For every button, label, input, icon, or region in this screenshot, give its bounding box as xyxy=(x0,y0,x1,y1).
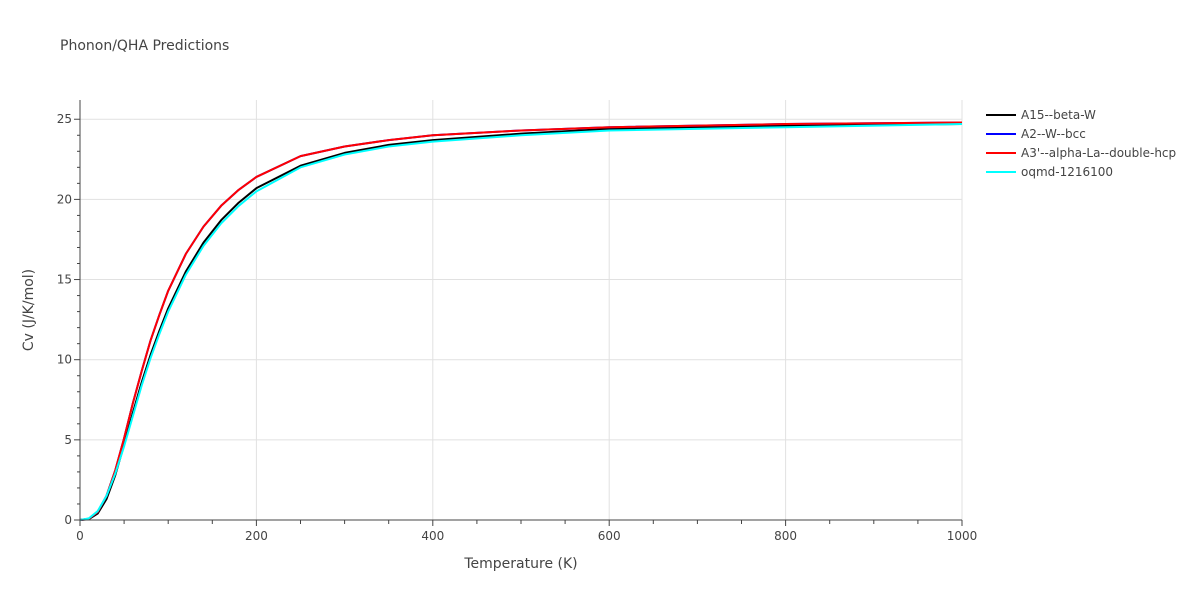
x-tick-label: 800 xyxy=(774,529,797,543)
legend-item[interactable]: A3'--alpha-La--double-hcp xyxy=(986,146,1176,160)
grid xyxy=(80,100,963,520)
legend-label: A3'--alpha-La--double-hcp xyxy=(1021,146,1176,160)
y-tick-label: 5 xyxy=(64,433,72,447)
tick-labels: 0 200 400 600 800 1000 0 5 10 15 20 25 xyxy=(57,112,978,543)
series-lines xyxy=(79,121,963,521)
y-tick-label: 25 xyxy=(57,112,72,126)
legend[interactable]: A15--beta-W A2--W--bcc A3'--alpha-La--doub… xyxy=(986,108,1176,179)
x-tick-label: 400 xyxy=(421,529,444,543)
y-tick-label: 0 xyxy=(64,513,72,527)
y-tick-label: 10 xyxy=(57,353,72,367)
series-line-0[interactable] xyxy=(79,123,963,521)
legend-label: A2--W--bcc xyxy=(1021,127,1086,141)
legend-item[interactable]: A2--W--bcc xyxy=(986,127,1086,141)
legend-label: oqmd-1216100 xyxy=(1021,165,1113,179)
series-line-1[interactable] xyxy=(79,121,963,521)
axes xyxy=(74,100,963,526)
chart-title: Phonon/QHA Predictions xyxy=(60,38,229,54)
legend-item[interactable]: oqmd-1216100 xyxy=(986,165,1113,179)
x-tick-label: 0 xyxy=(76,529,84,543)
y-axis-label: Cv (J/K/mol) xyxy=(21,269,37,351)
x-tick-label: 200 xyxy=(245,529,268,543)
x-tick-label: 1000 xyxy=(947,529,978,543)
series-line-3[interactable] xyxy=(79,123,963,521)
legend-item[interactable]: A15--beta-W xyxy=(986,108,1096,122)
x-tick-label: 600 xyxy=(598,529,621,543)
y-tick-label: 15 xyxy=(57,273,72,287)
y-tick-label: 20 xyxy=(57,192,72,206)
series-line-2[interactable] xyxy=(79,121,963,521)
x-axis-label: Temperature (K) xyxy=(463,556,577,572)
legend-label: A15--beta-W xyxy=(1021,108,1096,122)
